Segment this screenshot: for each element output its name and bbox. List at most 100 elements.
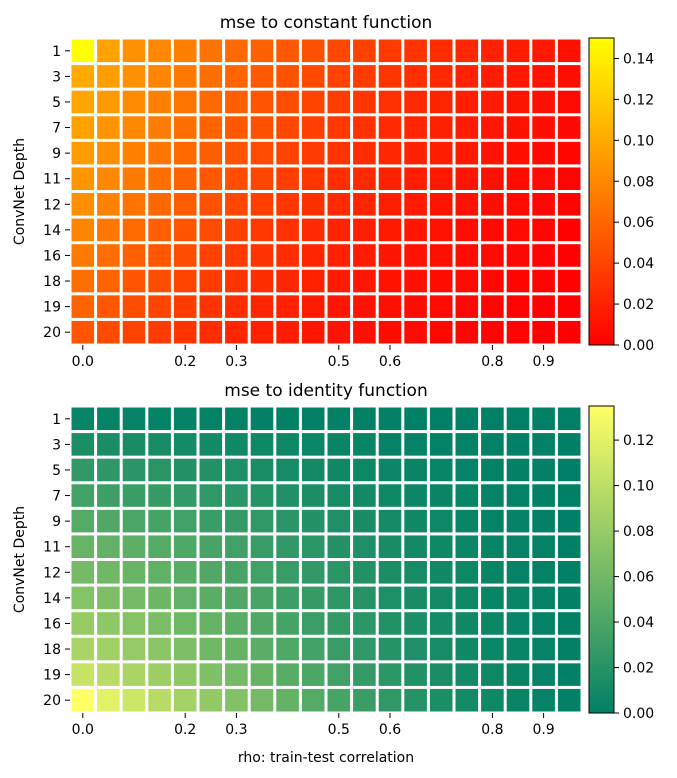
heatmap-cell <box>481 269 504 293</box>
heatmap-cell <box>122 407 146 431</box>
heatmap-cell <box>276 167 299 190</box>
heatmap-cell <box>353 509 376 533</box>
y-axis-label: ConvNet Depth <box>12 506 28 613</box>
heatmap-cell <box>378 295 402 318</box>
heatmap-cell <box>199 90 223 114</box>
heatmap-cell <box>327 39 351 63</box>
heatmap-cell <box>225 612 248 635</box>
colorbar-tick-label: 0.14 <box>623 51 654 67</box>
heatmap-cell <box>353 535 376 558</box>
heatmap-cell <box>378 407 402 431</box>
y-tick-label: 14 <box>43 223 61 239</box>
heatmap-cell <box>557 484 581 507</box>
heatmap-cell <box>122 688 146 712</box>
heatmap-cell <box>353 612 376 635</box>
heatmap-cell <box>353 637 376 661</box>
heatmap-cell <box>327 458 351 482</box>
heatmap-cell <box>173 509 197 533</box>
heatmap-cell <box>481 433 504 456</box>
heatmap-cell <box>225 535 248 558</box>
heatmap-cell <box>404 218 427 242</box>
heatmap-cell <box>148 612 171 635</box>
heatmap-cell <box>122 535 146 558</box>
heatmap-cell <box>71 637 95 661</box>
heatmap-cell <box>225 458 248 482</box>
heatmap-cell <box>199 218 223 242</box>
y-axis: 1 3 5 7 9 11 12 14 16 18 19 20 <box>43 44 70 341</box>
heatmap-cell <box>532 244 555 267</box>
heatmap-cell <box>301 39 325 63</box>
heatmap-cell <box>378 561 402 584</box>
heatmap-cell <box>404 688 427 712</box>
heatmap-cell <box>173 612 197 635</box>
heatmap-cell <box>481 244 504 267</box>
colorbar-tick-label: 0.12 <box>623 433 654 449</box>
heatmap-cell <box>327 637 351 661</box>
heatmap-cell <box>532 433 555 456</box>
heatmap-cell <box>557 637 581 661</box>
heatmap-cell <box>532 663 555 686</box>
heatmap-cell <box>173 433 197 456</box>
x-tick-label: 0.8 <box>481 722 503 738</box>
heatmap-cell <box>148 244 171 267</box>
heatmap-cell <box>557 433 581 456</box>
x-tick-label: 0.2 <box>174 354 196 370</box>
y-tick-label: 18 <box>43 642 61 658</box>
heatmap-cell <box>481 39 504 63</box>
heatmap-cell <box>71 141 95 165</box>
heatmap-cell <box>71 586 95 610</box>
heatmap-cell <box>225 295 248 318</box>
heatmap-cell <box>506 586 530 610</box>
heatmap-cell <box>481 561 504 584</box>
heatmap-cell <box>148 218 171 242</box>
heatmap-cell <box>301 244 325 267</box>
heatmap-cell <box>353 663 376 686</box>
heatmap-cell <box>71 295 95 318</box>
heatmap-cell <box>250 193 274 216</box>
heatmap-cell <box>122 612 146 635</box>
heatmap-cell <box>122 193 146 216</box>
heatmap-cell <box>301 407 325 431</box>
heatmap-cell <box>404 586 427 610</box>
heatmap-cell <box>404 433 427 456</box>
heatmap-cell <box>148 295 171 318</box>
heatmap-cell <box>429 193 453 216</box>
heatmap-cell <box>199 141 223 165</box>
heatmap-cell <box>327 663 351 686</box>
heatmap-cell <box>481 90 504 114</box>
heatmap-cell <box>506 663 530 686</box>
heatmap-cell <box>71 458 95 482</box>
heatmap-cell <box>429 561 453 584</box>
heatmap-cell <box>506 433 530 456</box>
heatmap-panel-1: mse to constant function1357911121416181… <box>12 13 654 370</box>
x-axis: 0.0 0.2 0.3 0.5 0.6 0.8 0.9 <box>72 345 555 370</box>
heatmap-cell <box>250 586 274 610</box>
heatmap-cell <box>301 612 325 635</box>
heatmap-cell <box>97 141 120 165</box>
heatmap-cell <box>404 320 427 344</box>
heatmap-cell <box>173 637 197 661</box>
heatmap-cell <box>225 688 248 712</box>
heatmap-cell <box>97 586 120 610</box>
heatmap-cell <box>225 509 248 533</box>
heatmap-cell <box>327 141 351 165</box>
colorbar-tick-label: 0.10 <box>623 479 654 495</box>
heatmap-cell <box>429 663 453 686</box>
heatmap-cell <box>250 458 274 482</box>
y-tick-label: 9 <box>52 146 61 162</box>
heatmap-cell <box>250 407 274 431</box>
heatmap-cell <box>97 39 120 63</box>
heatmap-cell <box>199 295 223 318</box>
heatmap-cell <box>378 509 402 533</box>
heatmap-cell <box>301 458 325 482</box>
heatmap-cell <box>429 637 453 661</box>
heatmap-cell <box>532 90 555 114</box>
heatmap-cell <box>455 637 479 661</box>
y-axis: 1 3 5 7 9 11 12 14 16 18 19 20 <box>43 412 70 709</box>
heatmap-panel-2: mse to identity function1357911121416181… <box>12 381 654 766</box>
heatmap-cell <box>429 269 453 293</box>
heatmap-cell <box>506 561 530 584</box>
heatmap-cell <box>148 90 171 114</box>
heatmap-cell <box>404 663 427 686</box>
colorbar-tick-label: 0.06 <box>623 215 654 231</box>
